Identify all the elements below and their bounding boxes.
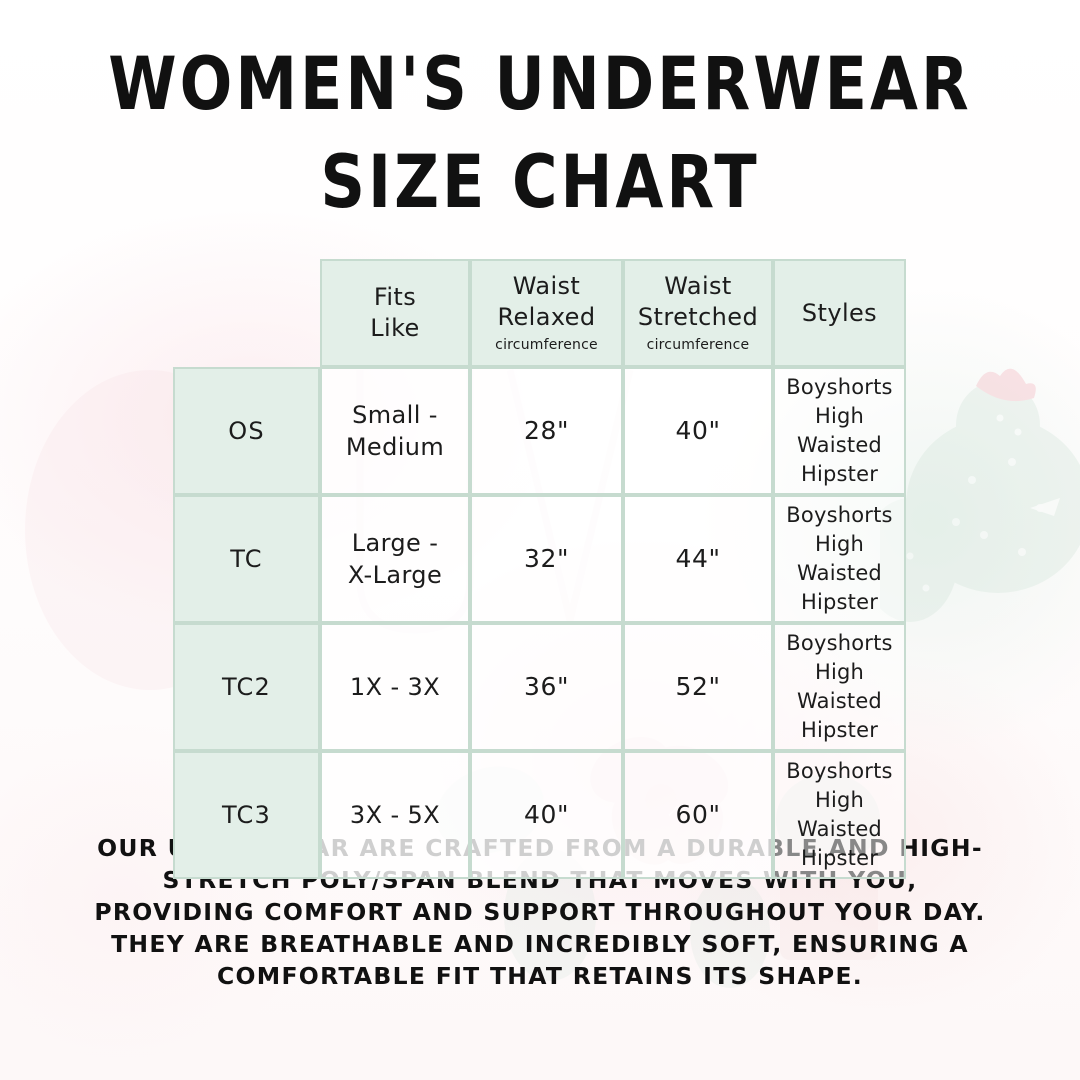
cactus-icon bbox=[880, 368, 1080, 622]
cell-waist-stretched-tc3: 60" bbox=[623, 751, 773, 879]
cell-waist-stretched-os: 40" bbox=[623, 367, 773, 495]
cell-styles-tc3-line2: High Waisted bbox=[797, 788, 882, 841]
cell-fits-like-tc2: 1X - 3X bbox=[320, 623, 470, 751]
fabric-description-line-4: THEY ARE BREATHABLE AND INCREDIBLY SOFT,… bbox=[111, 930, 969, 958]
header-waist-stretched-line1: Waist bbox=[664, 272, 732, 300]
cell-styles-tc2: Boyshorts High Waisted Hipster bbox=[773, 623, 906, 751]
cell-styles-tc3: Boyshorts High Waisted Hipster bbox=[773, 751, 906, 879]
header-styles-line1: Styles bbox=[801, 298, 878, 327]
cell-fits-like-os-line2: Medium bbox=[345, 433, 445, 461]
cell-waist-relaxed-tc2: 36" bbox=[470, 623, 623, 751]
row-size-tc2: TC2 bbox=[173, 623, 320, 751]
cell-styles-tc2-line3: Hipster bbox=[800, 718, 879, 742]
table-body: OS Small - Medium 28" 40" Boyshorts High… bbox=[173, 367, 906, 879]
cell-fits-like-tc-line2: X-Large bbox=[347, 561, 443, 589]
header-fits-like-line2: Like bbox=[370, 314, 420, 342]
cell-waist-stretched-tc: 44" bbox=[623, 495, 773, 623]
cell-styles-tc-line3: Hipster bbox=[800, 590, 879, 614]
cell-styles-os-line3: Hipster bbox=[800, 462, 879, 486]
header-waist-stretched-line2: Stretched bbox=[637, 303, 759, 331]
cell-styles-tc3-line3: Hipster bbox=[800, 846, 879, 870]
cell-styles-os-line2: High Waisted bbox=[797, 404, 882, 457]
table-row: TC3 3X - 5X 40" 60" Boyshorts High Waist… bbox=[173, 751, 906, 879]
row-size-tc: TC bbox=[173, 495, 320, 623]
cell-fits-like-tc: Large - X-Large bbox=[320, 495, 470, 623]
cell-fits-like-tc3-line1: 3X - 5X bbox=[349, 801, 441, 829]
fabric-description-line-3: PROVIDING COMFORT AND SUPPORT THROUGHOUT… bbox=[94, 898, 986, 926]
cell-styles-tc2-line2: High Waisted bbox=[797, 660, 882, 713]
cell-styles-tc: Boyshorts High Waisted Hipster bbox=[773, 495, 906, 623]
cell-fits-like-os-line1: Small - bbox=[352, 401, 438, 429]
cell-styles-os-line1: Boyshorts bbox=[786, 375, 893, 399]
title-line-2: SIZE CHART bbox=[320, 138, 760, 225]
header-fits-like-line1: Fits bbox=[373, 283, 417, 311]
cell-fits-like-tc3: 3X - 5X bbox=[320, 751, 470, 879]
cell-styles-os: Boyshorts High Waisted Hipster bbox=[773, 367, 906, 495]
header-waist-relaxed-line2: Relaxed bbox=[497, 303, 596, 331]
table-row: TC2 1X - 3X 36" 52" Boyshorts High Waist… bbox=[173, 623, 906, 751]
header-waist-relaxed-sub: circumference bbox=[495, 337, 598, 353]
cell-fits-like-tc2-line1: 1X - 3X bbox=[349, 673, 441, 701]
table-row: TC Large - X-Large 32" 44" Boyshorts Hig… bbox=[173, 495, 906, 623]
header-styles: Styles bbox=[773, 259, 906, 367]
cell-waist-relaxed-os: 28" bbox=[470, 367, 623, 495]
header-waist-relaxed-line1: Waist bbox=[512, 272, 581, 300]
table-header-row: Fits Like Waist Relaxed circumference Wa… bbox=[173, 259, 906, 367]
fabric-description-line-5: COMFORTABLE FIT THAT RETAINS ITS SHAPE. bbox=[216, 962, 864, 990]
table-corner-cell bbox=[173, 259, 320, 367]
row-size-os: OS bbox=[173, 367, 320, 495]
size-chart-table: Fits Like Waist Relaxed circumference Wa… bbox=[173, 259, 906, 879]
row-size-tc3: TC3 bbox=[173, 751, 320, 879]
cell-waist-relaxed-tc3: 40" bbox=[470, 751, 623, 879]
cell-styles-tc-line1: Boyshorts bbox=[786, 503, 893, 527]
header-fits-like: Fits Like bbox=[320, 259, 470, 367]
cell-fits-like-tc-line1: Large - bbox=[351, 529, 439, 557]
cell-waist-relaxed-tc: 32" bbox=[470, 495, 623, 623]
table-row: OS Small - Medium 28" 40" Boyshorts High… bbox=[173, 367, 906, 495]
cell-styles-tc3-line1: Boyshorts bbox=[786, 759, 893, 783]
table-header: Fits Like Waist Relaxed circumference Wa… bbox=[173, 259, 906, 367]
header-waist-relaxed: Waist Relaxed circumference bbox=[470, 259, 623, 367]
cell-styles-tc2-line1: Boyshorts bbox=[786, 631, 893, 655]
page-title: WOMEN'S UNDERWEAR SIZE CHART bbox=[0, 38, 1080, 224]
header-waist-stretched-sub: circumference bbox=[646, 337, 750, 353]
title-line-1: WOMEN'S UNDERWEAR bbox=[108, 40, 972, 127]
cell-fits-like-os: Small - Medium bbox=[320, 367, 470, 495]
cell-waist-stretched-tc2: 52" bbox=[623, 623, 773, 751]
cell-styles-tc-line2: High Waisted bbox=[797, 532, 882, 585]
header-waist-stretched: Waist Stretched circumference bbox=[623, 259, 773, 367]
